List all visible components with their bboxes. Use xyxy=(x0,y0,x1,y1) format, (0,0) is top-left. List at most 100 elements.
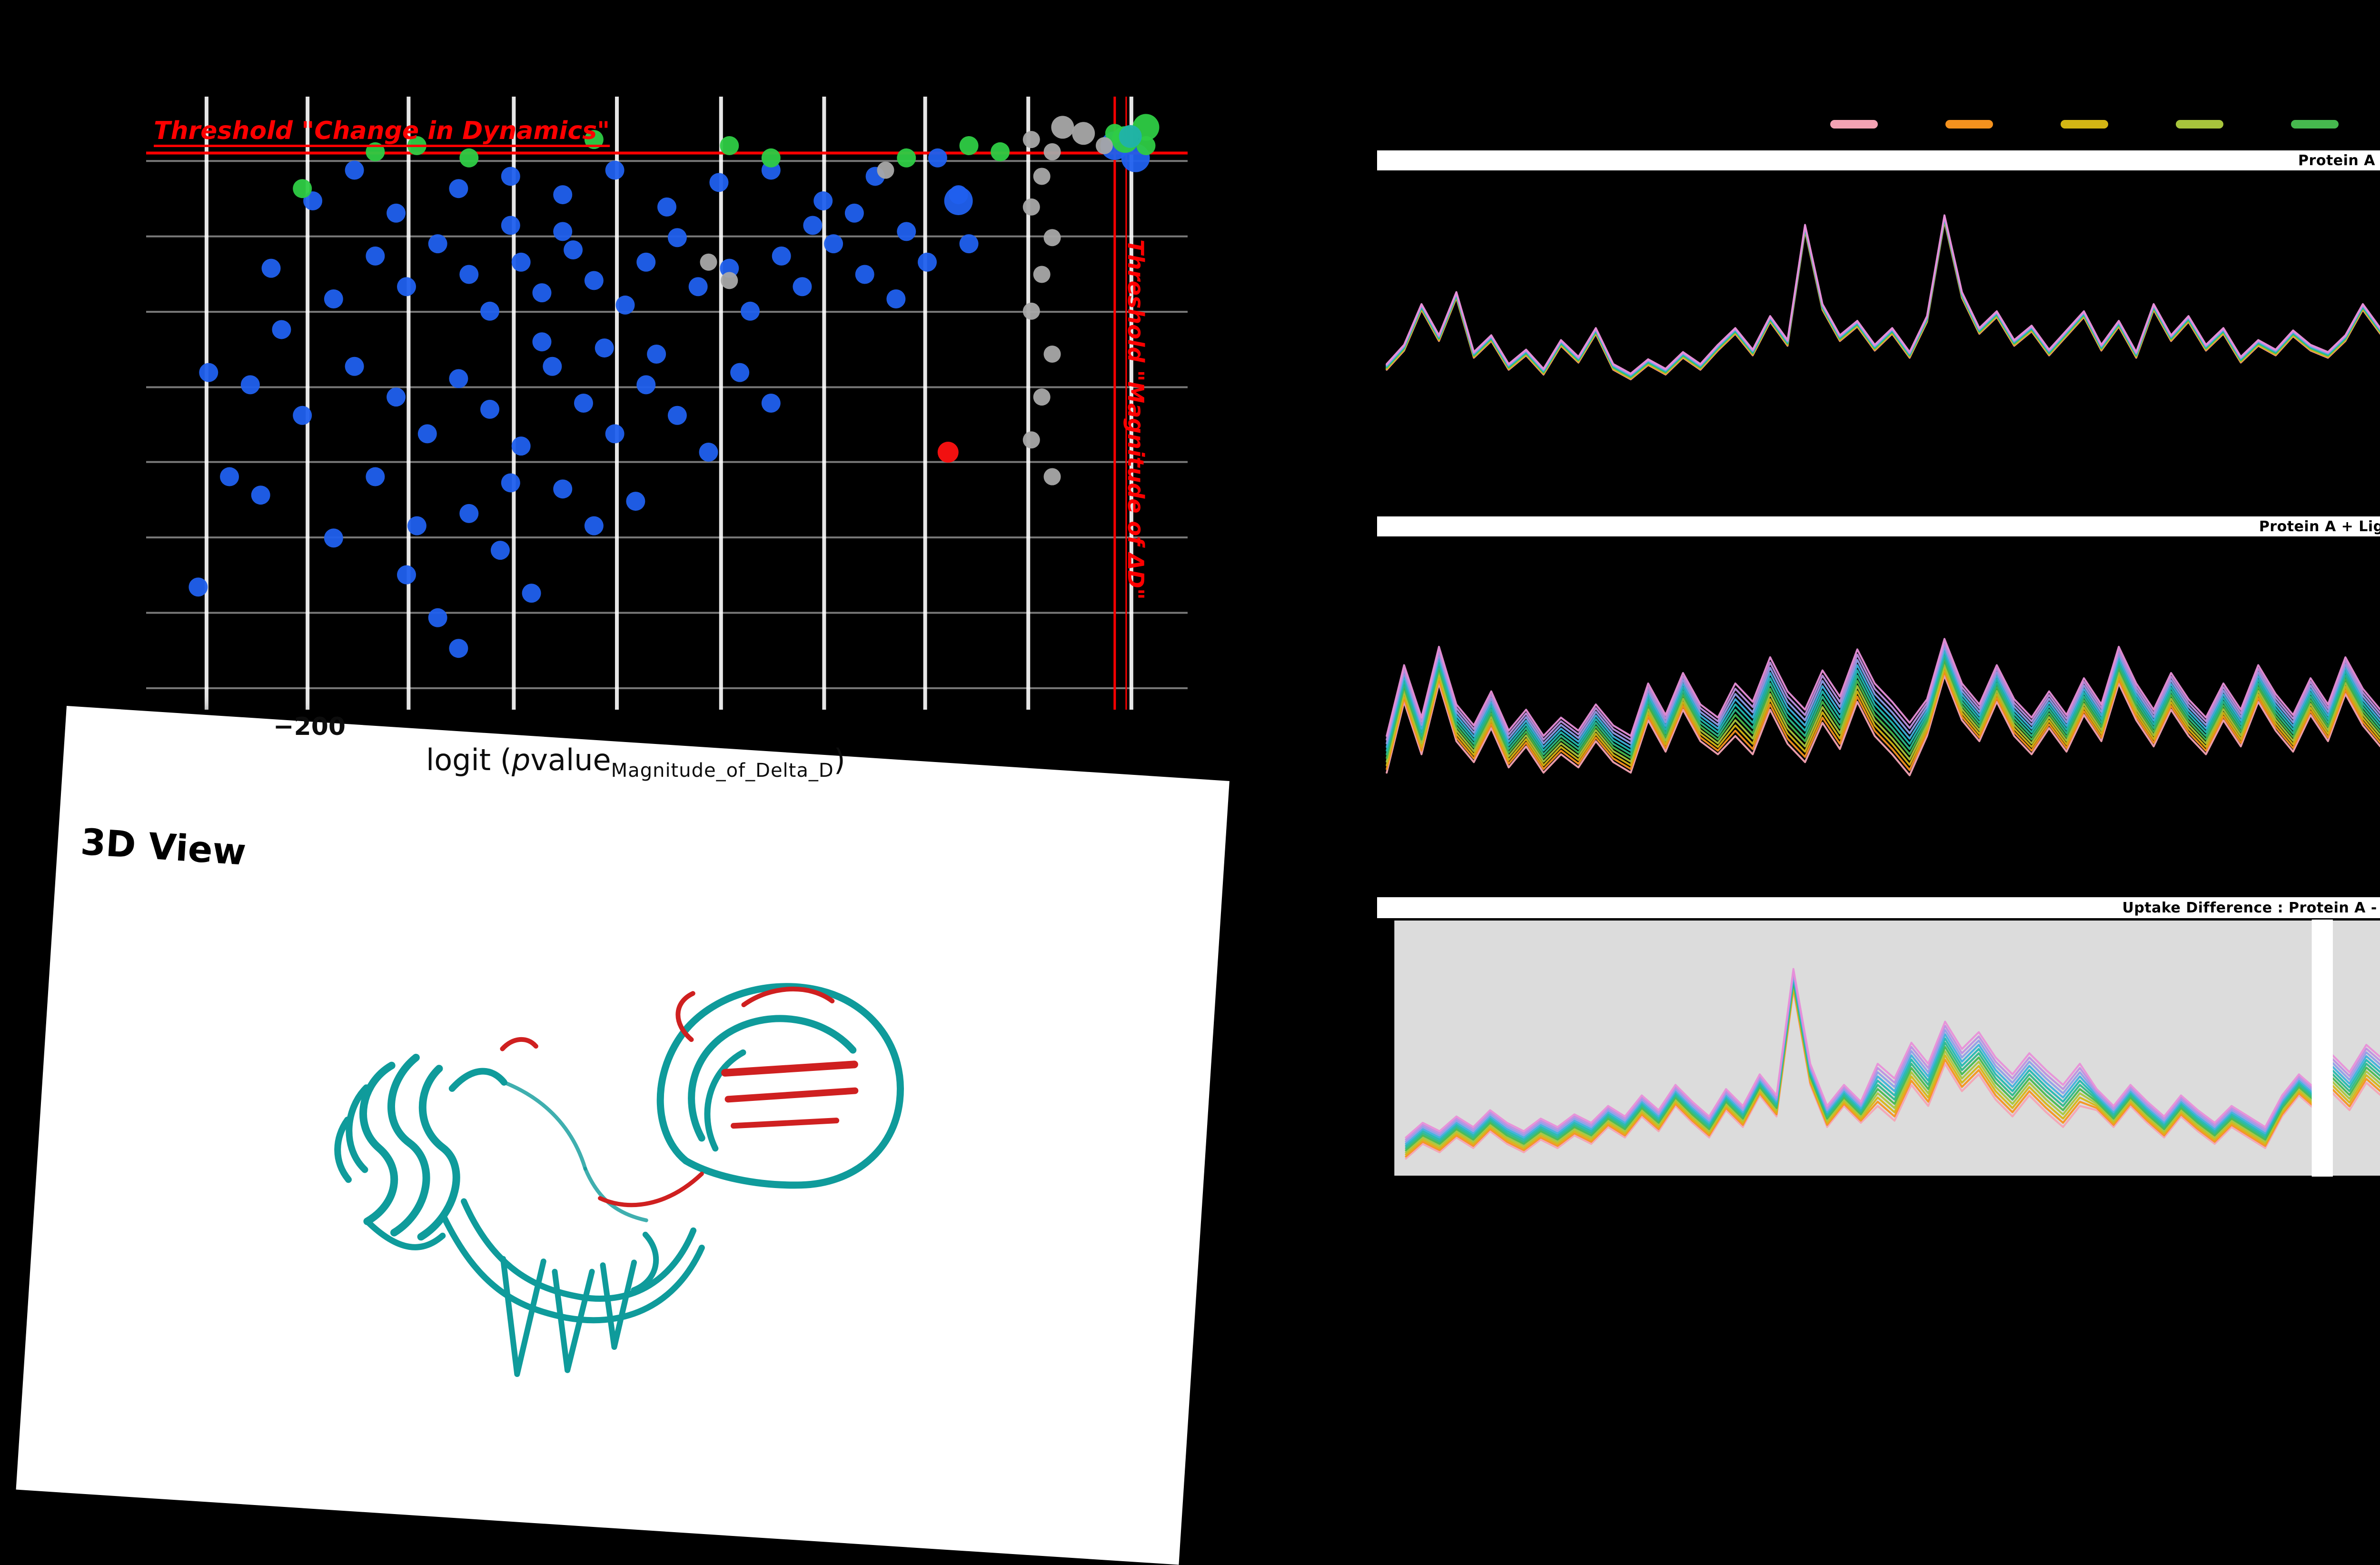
threshold-change-in-dynamics-label: Threshold "Change in Dynamics" xyxy=(154,117,610,145)
scatter-point-gray xyxy=(1044,346,1061,363)
scatter-point-blue xyxy=(512,253,531,272)
scatter-point-blue xyxy=(199,363,218,382)
x-label-suffix: ) xyxy=(834,743,845,777)
scatter-point-blue xyxy=(564,240,583,259)
scatter-point-blue xyxy=(387,204,406,223)
3d-view-title: 3D View xyxy=(79,821,248,873)
scatter-point-blue xyxy=(605,424,625,443)
scatter-point-blue xyxy=(855,265,874,284)
uptake-series-10 xyxy=(1387,204,2380,374)
scatter-point-blue xyxy=(918,253,937,272)
legend-swatch-2 xyxy=(1945,120,1993,129)
legend-swatch-5 xyxy=(2291,120,2339,129)
uptake-series-8 xyxy=(1387,213,2380,375)
legend-swatch-4 xyxy=(2176,120,2223,129)
scatter-point-gray xyxy=(877,162,894,179)
x-label-subscript: Magnitude_of_Delta_D xyxy=(611,760,834,782)
scatter-point-blue xyxy=(418,424,437,443)
protein-structure-viewer[interactable] xyxy=(166,905,1033,1444)
uptake-series-4 xyxy=(1387,219,2380,378)
scatter-point-blue xyxy=(428,234,447,253)
scatter-point-gray xyxy=(721,272,738,289)
scatter-point-gray xyxy=(1023,131,1040,148)
protein-ribbon-teal xyxy=(324,958,907,1398)
scatter-point-blue xyxy=(636,253,655,272)
panel-title-uptake-difference: Uptake Difference : Protein A - (Protein… xyxy=(1377,897,2380,918)
scatter-point-blue xyxy=(397,565,416,584)
scatter-point-blue xyxy=(324,289,343,308)
uptake-chart-protein-a[interactable] xyxy=(1377,172,2380,505)
scatter-point-blue xyxy=(480,302,499,321)
scatter-point-blue xyxy=(543,357,562,376)
scatter-point-blue xyxy=(272,320,291,339)
scatter-point-blue xyxy=(886,289,905,308)
scatter-point-blue xyxy=(657,198,676,217)
scatter-point-gray xyxy=(1044,468,1061,485)
scatter-point-blue-large xyxy=(944,187,973,215)
legend-swatch-1 xyxy=(1830,120,1878,129)
scatter-point-gray xyxy=(1023,431,1040,448)
uptake-series-1 xyxy=(1387,221,2380,393)
scatter-point-blue xyxy=(824,234,843,253)
scatter-point-blue xyxy=(449,639,468,658)
threshold-magnitude-label: Threshold "Magnitude of ΔD" xyxy=(1123,239,1149,668)
uptake-series-6 xyxy=(1387,218,2380,376)
volcano-x-axis-label: logit (pvalueMagnitude_of_Delta_D) xyxy=(426,743,845,782)
scatter-point-green xyxy=(897,149,916,168)
scatter-point-blue xyxy=(605,161,625,180)
scatter-point-gray xyxy=(1033,168,1051,185)
timepoint-legend xyxy=(1830,120,2380,129)
x-label-prefix: logit ( xyxy=(426,743,512,777)
scatter-point-gray-large xyxy=(1051,116,1074,139)
scatter-point-blue xyxy=(668,406,687,425)
scatter-point-blue xyxy=(501,216,520,235)
scatter-point-gray xyxy=(1044,143,1061,160)
scatter-point-blue xyxy=(585,516,604,535)
scatter-point-blue xyxy=(397,277,416,296)
scatter-point-blue xyxy=(345,357,364,376)
scatter-point-blue xyxy=(553,185,572,204)
scatter-point-blue xyxy=(459,504,478,523)
scatter-point-blue xyxy=(636,375,655,394)
x-label-value: value xyxy=(530,743,611,777)
x-label-p: p xyxy=(512,743,530,777)
scatter-point-blue xyxy=(220,467,239,486)
scatter-point-blue xyxy=(845,204,864,223)
scatter-point-blue xyxy=(480,400,499,419)
scatter-point-blue xyxy=(595,338,614,357)
scatter-point-blue xyxy=(407,516,426,535)
scatter-point-blue xyxy=(345,161,364,180)
volcano-x-tick: −200 xyxy=(257,713,362,741)
uptake-difference-chart[interactable] xyxy=(1377,920,2380,1177)
scatter-point-blue xyxy=(491,541,510,560)
scatter-point-blue xyxy=(553,222,572,241)
scatter-point-blue xyxy=(793,277,812,296)
scatter-point-blue xyxy=(960,234,979,253)
scatter-point-blue xyxy=(928,149,947,168)
scatter-point-blue xyxy=(532,283,551,302)
scatter-point-blue xyxy=(293,406,312,425)
scatter-point-gray xyxy=(1044,229,1061,246)
scatter-point-green xyxy=(720,136,739,155)
scatter-point-gray xyxy=(1033,266,1051,283)
volcano-svg[interactable] xyxy=(146,97,1188,710)
scatter-point-blue xyxy=(324,528,343,547)
3d-view-panel: 3D View xyxy=(16,706,1230,1565)
scatter-point-blue xyxy=(428,608,447,627)
volcano-plot[interactable]: Threshold "Change in Dynamics" Threshold… xyxy=(146,97,1188,710)
scatter-point-blue xyxy=(772,247,791,266)
scatter-point-blue xyxy=(699,443,718,462)
scatter-point-green xyxy=(960,136,979,155)
scatter-point-blue xyxy=(512,436,531,456)
scatter-point-blue xyxy=(803,216,822,235)
scatter-point-blue xyxy=(449,369,468,388)
scatter-point-blue xyxy=(709,173,728,192)
scatter-point-blue xyxy=(188,577,208,596)
scatter-point-blue xyxy=(626,492,645,511)
scatter-point-gray xyxy=(1023,198,1040,216)
scatter-point-blue xyxy=(532,332,551,351)
scatter-point-green xyxy=(991,142,1010,161)
uptake-chart-protein-a-ligand[interactable] xyxy=(1377,538,2380,883)
scatter-point-teal xyxy=(1119,125,1142,148)
scatter-point-gray xyxy=(700,254,717,271)
